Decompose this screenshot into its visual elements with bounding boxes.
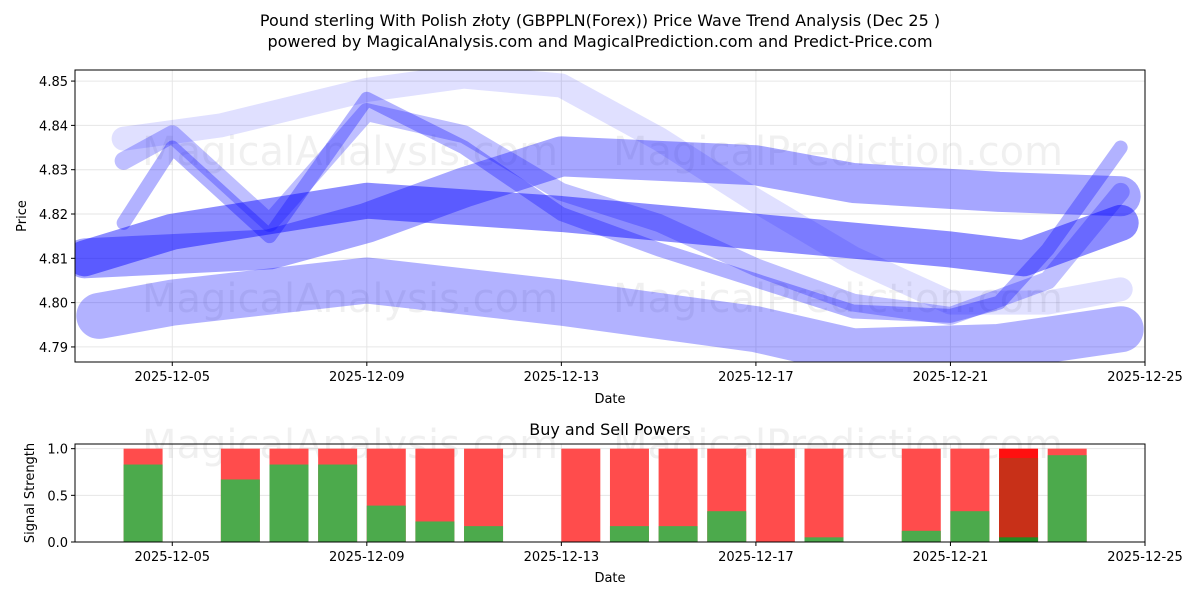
- y-tick-label: 1.0: [47, 443, 68, 458]
- series-group: [75, 70, 1144, 362]
- y-tick-label: 0.0: [47, 536, 68, 551]
- buy-bar: [707, 511, 747, 542]
- buy-bar: [901, 530, 941, 542]
- y-tick-label: 4.82: [39, 208, 68, 223]
- sell-bar: [901, 448, 941, 542]
- watermark: MagicalPrediction.com: [613, 276, 1063, 322]
- sell-bar: [561, 448, 601, 542]
- x-tick-label: 2025-12-25: [1107, 550, 1183, 565]
- chart-title: Pound sterling With Polish złoty (GBPPLN…: [260, 11, 940, 30]
- x-tick-label: 2025-12-09: [329, 550, 405, 565]
- buy-bar: [658, 526, 698, 542]
- y-axis-label: Price: [15, 200, 30, 232]
- buy-bar: [269, 464, 309, 542]
- y-tick-label: 4.81: [39, 252, 68, 267]
- y-tick-label: 4.85: [39, 75, 68, 90]
- buy-bar: [220, 479, 260, 542]
- y-tick-label: 4.80: [39, 297, 68, 312]
- series-wave-3: [76, 257, 1144, 362]
- series-wave-2: [75, 136, 1141, 279]
- x-tick-label: 2025-12-17: [718, 370, 794, 385]
- x-tick-label: 2025-12-21: [913, 550, 989, 565]
- x-tick-label: 2025-12-13: [524, 370, 600, 385]
- x-tick-label: 2025-12-05: [134, 370, 210, 385]
- y-tick-label: 4.83: [39, 164, 68, 179]
- sell-bar: [755, 448, 795, 542]
- buy-bar: [609, 526, 649, 542]
- y-tick-label: 4.84: [39, 119, 68, 134]
- overlay-bar: [999, 458, 1039, 542]
- buy-bar: [318, 464, 358, 542]
- x-tick-label: 2025-12-05: [134, 550, 210, 565]
- price-wave-chart: MagicalAnalysis.com MagicalPrediction.com…: [15, 69, 1183, 407]
- x-axis-label: Date: [594, 392, 625, 407]
- series-wave-4: [111, 70, 1133, 315]
- series-wave-5: [114, 103, 1130, 325]
- buy-bar: [804, 537, 844, 542]
- x-tick-label: 2025-12-13: [524, 550, 600, 565]
- buy-bar: [123, 464, 163, 542]
- sell-bar: [804, 448, 844, 542]
- watermark: MagicalPrediction.com: [613, 129, 1063, 175]
- x-axis-label: Date: [594, 571, 625, 586]
- buy-bar: [1047, 455, 1087, 542]
- plot-frame: [74, 443, 1146, 543]
- x-tick-label: 2025-12-09: [329, 370, 405, 385]
- chart-subtitle: powered by MagicalAnalysis.com and Magic…: [267, 32, 932, 51]
- buy-bar: [464, 526, 504, 542]
- series-wave-6: [116, 91, 1128, 323]
- x-tick-label: 2025-12-25: [1107, 370, 1183, 385]
- buy-bar: [999, 537, 1039, 542]
- buy-bar: [950, 511, 990, 542]
- watermark: MagicalAnalysis.com: [142, 276, 558, 322]
- plot-frame: [74, 69, 1146, 363]
- buy-bar: [366, 505, 406, 542]
- x-tick-label: 2025-12-21: [913, 370, 989, 385]
- y-axis-label: Signal Strength: [23, 443, 38, 543]
- x-tick-label: 2025-12-17: [718, 550, 794, 565]
- buy-bar: [415, 521, 455, 542]
- y-tick-label: 0.5: [47, 489, 68, 504]
- series-wave-1: [75, 182, 1139, 277]
- bar-chart-title: Buy and Sell Powers: [529, 420, 691, 439]
- y-tick-label: 4.79: [39, 341, 68, 356]
- watermark: MagicalAnalysis.com: [142, 129, 558, 175]
